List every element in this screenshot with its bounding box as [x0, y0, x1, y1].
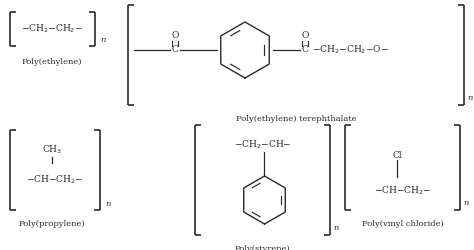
Text: $-$CH$_2$$-$CH$-$: $-$CH$_2$$-$CH$-$ [234, 139, 291, 151]
Text: $-$CH$-$CH$_2$$-$: $-$CH$-$CH$_2$$-$ [374, 185, 431, 197]
Text: C: C [301, 46, 309, 54]
Text: Cl: Cl [392, 150, 402, 160]
Text: C: C [172, 46, 178, 54]
Text: n: n [467, 94, 473, 102]
Text: Poly(propylene): Poly(propylene) [18, 220, 85, 228]
Text: Poly(styrene): Poly(styrene) [235, 245, 291, 250]
Text: CH$_3$: CH$_3$ [42, 144, 62, 156]
Text: Poly(vinyl chloride): Poly(vinyl chloride) [362, 220, 443, 228]
Text: $-$CH$_2$$-$CH$_2$$-$: $-$CH$_2$$-$CH$_2$$-$ [21, 23, 83, 35]
Text: $-$CH$_2$$-$CH$_2$$-$O$-$: $-$CH$_2$$-$CH$_2$$-$O$-$ [312, 44, 389, 56]
Text: O: O [301, 32, 309, 40]
Text: n: n [463, 199, 468, 207]
Text: $-$CH$-$CH$_2$$-$: $-$CH$-$CH$_2$$-$ [26, 174, 84, 186]
Text: Poly(ethylene) terephthalate: Poly(ethylene) terephthalate [236, 115, 356, 123]
Text: Poly(ethylene): Poly(ethylene) [22, 58, 82, 66]
Text: n: n [333, 224, 338, 232]
Text: O: O [171, 32, 179, 40]
Text: n: n [105, 200, 110, 208]
Text: n: n [100, 36, 105, 44]
